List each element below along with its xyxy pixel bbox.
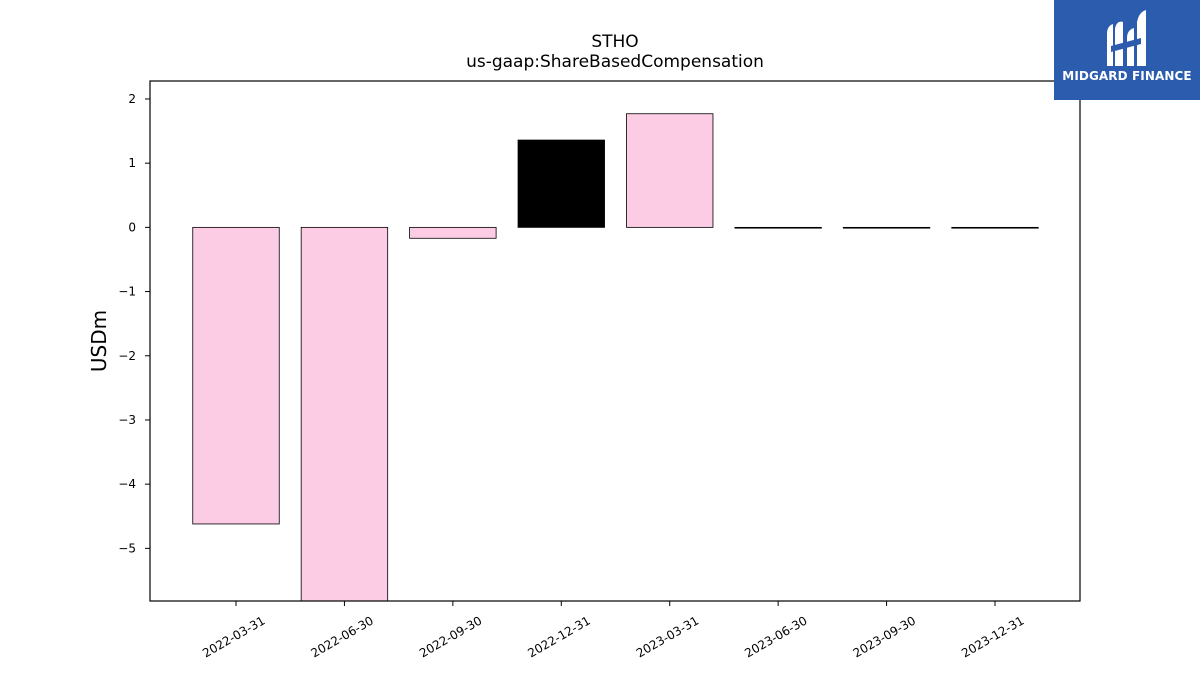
- y-tick-label-1: 1: [128, 156, 136, 170]
- x-tick-label-2022-06-30: 2022-06-30: [309, 613, 376, 660]
- plot-frame: [149, 80, 1081, 602]
- y-axis-label: USDm: [87, 310, 111, 372]
- y-tick-label--2: −2: [118, 349, 136, 363]
- y-tick-label--5: −5: [118, 541, 136, 555]
- y-tick-label--3: −3: [118, 413, 136, 427]
- x-tick-label-2023-12-31: 2023-12-31: [959, 613, 1026, 660]
- bar-2022-06-30: [300, 226, 389, 602]
- bar-2023-09-30: [842, 226, 931, 229]
- bar-2022-09-30: [409, 226, 497, 239]
- bar-2022-12-31: [517, 139, 605, 228]
- midgard-logo-icon: [1107, 10, 1146, 67]
- brand-logo: MIDGARD FINANCE: [1054, 0, 1200, 100]
- bar-2023-03-31: [626, 113, 714, 228]
- y-tick-label--4: −4: [118, 477, 136, 491]
- bar-2023-12-31: [951, 226, 1039, 229]
- chart-title: STHO: [591, 32, 639, 52]
- chart-subtitle: us-gaap:ShareBasedCompensation: [466, 52, 764, 72]
- x-tick-label-2022-03-31: 2022-03-31: [200, 613, 267, 660]
- y-tick-label-0: 0: [128, 220, 136, 234]
- logo-text: MIDGARD FINANCE: [1062, 69, 1192, 83]
- bar-2022-03-31: [192, 226, 280, 525]
- y-tick-label--1: −1: [118, 285, 136, 299]
- x-tick-label-2023-06-30: 2023-06-30: [742, 613, 809, 660]
- bar-2023-06-30: [734, 226, 822, 229]
- x-tick-label-2023-09-30: 2023-09-30: [851, 613, 918, 660]
- x-tick-label-2022-12-31: 2022-12-31: [525, 613, 592, 660]
- x-tick-label-2023-03-31: 2023-03-31: [634, 613, 701, 660]
- x-tick-label-2022-09-30: 2022-09-30: [417, 613, 484, 660]
- y-tick-label-2: 2: [128, 92, 136, 106]
